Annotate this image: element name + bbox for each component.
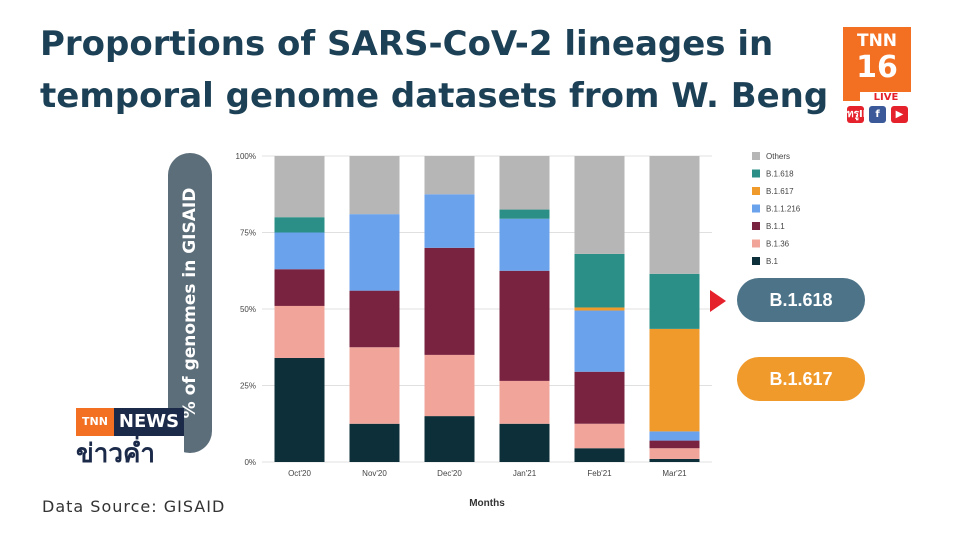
bar-segment xyxy=(349,423,400,462)
bar-segment xyxy=(499,270,550,381)
bar-segment xyxy=(424,416,475,462)
y-axis-label-pill xyxy=(168,153,212,453)
bar-segment xyxy=(649,273,700,329)
legend-swatch xyxy=(752,239,760,248)
bar-segment xyxy=(424,247,475,355)
legend-swatch xyxy=(752,187,760,195)
bar-segment xyxy=(574,307,625,311)
bar-segment xyxy=(499,380,550,424)
trueid-icon: ทรูID xyxy=(847,106,871,123)
bar-segment xyxy=(274,305,325,358)
legend-label: B.1.617 xyxy=(766,187,794,196)
live-badge: LIVE xyxy=(860,92,912,104)
x-tick-label: Jan'21 xyxy=(513,469,537,478)
bar-segment xyxy=(349,290,400,348)
x-tick-label: Nov'20 xyxy=(362,469,387,478)
tnn-logo-number: 16 xyxy=(856,50,898,85)
bar-segment xyxy=(574,448,625,462)
bar-segment xyxy=(424,156,475,195)
y-tick-label: 0% xyxy=(244,458,256,467)
bar-segment xyxy=(574,156,625,254)
legend-label: B.1.36 xyxy=(766,240,790,249)
bar-segment xyxy=(274,357,325,462)
legend-label: B.1.1.216 xyxy=(766,205,801,214)
bar-segment xyxy=(499,156,550,210)
data-source: Data Source: GISAID xyxy=(42,497,226,516)
bar-segment xyxy=(649,431,700,441)
pointer-arrow-icon xyxy=(710,290,726,312)
y-tick-label: 100% xyxy=(236,152,256,161)
bar-segment xyxy=(649,328,700,432)
bar-segment xyxy=(574,423,625,449)
bar-segment xyxy=(349,156,400,215)
bar-segment xyxy=(499,218,550,271)
legend-swatch xyxy=(752,222,760,230)
bar-segment xyxy=(649,440,700,449)
bar-segment xyxy=(274,232,325,270)
bar-segment xyxy=(499,423,550,462)
tnn-logo-text: TNN xyxy=(856,31,898,51)
y-tick-label: 25% xyxy=(240,382,256,391)
youtube-icon: ▶ xyxy=(891,106,908,123)
bar-segment xyxy=(499,209,550,219)
legend-swatch xyxy=(752,169,760,178)
bar-segment xyxy=(649,156,700,274)
bar-segment xyxy=(274,156,325,218)
bar-segment xyxy=(349,347,400,424)
legend-swatch xyxy=(752,152,760,160)
bar-segment xyxy=(574,310,625,372)
news-tnn-label: TNN xyxy=(76,408,114,436)
bar-segment xyxy=(424,194,475,248)
bar-segment xyxy=(574,253,625,308)
x-tick-label: Mar'21 xyxy=(662,469,687,478)
x-tick-label: Feb'21 xyxy=(587,469,612,478)
bar-segment xyxy=(424,354,475,417)
bar-segment xyxy=(274,269,325,306)
legend-label: Others xyxy=(766,152,790,161)
page-title: Proportions of SARS-CoV-2 lineages in te… xyxy=(40,24,829,116)
callout-b1617: B.1.617 xyxy=(737,357,865,401)
y-tick-label: 75% xyxy=(240,229,256,238)
y-tick-label: 50% xyxy=(240,305,256,314)
legend-label: B.1.618 xyxy=(766,170,794,179)
callout-b1618: B.1.618 xyxy=(737,278,865,322)
legend-swatch xyxy=(752,204,760,213)
legend-label: B.1.1 xyxy=(766,222,785,231)
tnn16-logo: TNN 16 xyxy=(843,27,911,101)
bar-segment xyxy=(649,448,700,459)
news-label: NEWS xyxy=(114,408,184,436)
tnn-news-program-logo: TNN NEWS ข่าวค่ำ xyxy=(76,408,184,472)
facebook-icon: f xyxy=(869,106,886,123)
legend-label: B.1 xyxy=(766,257,779,266)
x-tick-label: Dec'20 xyxy=(437,469,462,478)
news-thai-label: ข่าวค่ำ xyxy=(76,436,184,472)
bar-segment xyxy=(349,214,400,291)
legend-swatch xyxy=(752,257,760,265)
bar-segment xyxy=(574,371,625,424)
x-axis-label: Months xyxy=(469,498,505,509)
bar-segment xyxy=(649,458,700,462)
bar-segment xyxy=(274,217,325,233)
x-tick-label: Oct'20 xyxy=(288,469,311,478)
